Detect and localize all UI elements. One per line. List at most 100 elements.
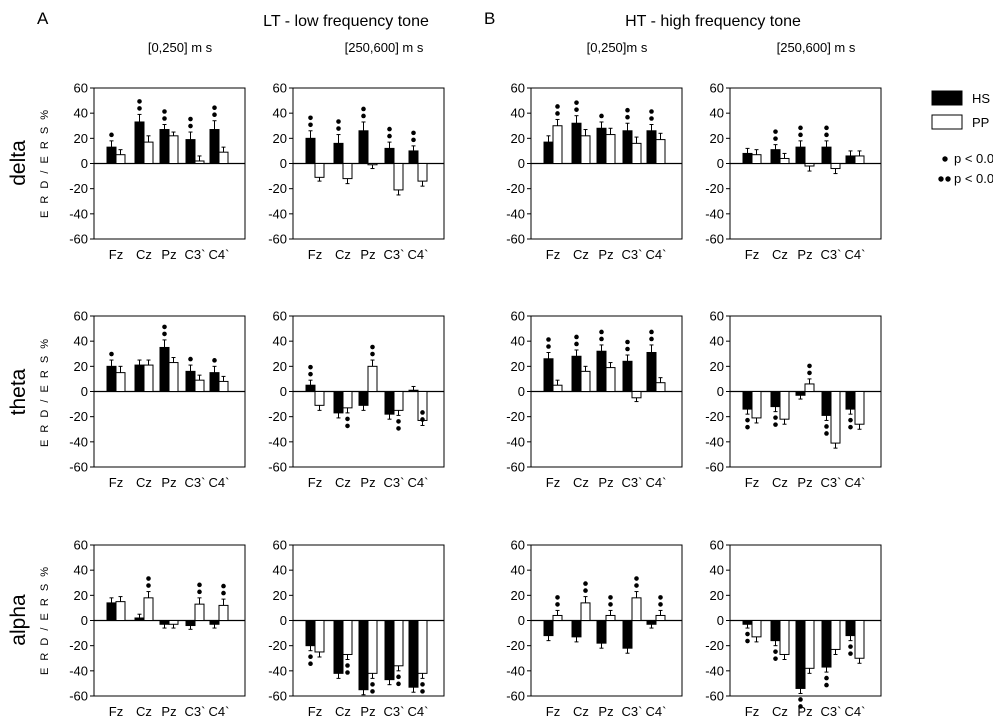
y-tick-label: 0: [280, 613, 287, 628]
bar-pp: [830, 391, 841, 444]
bar-hs: [646, 620, 657, 625]
significance-dot: [773, 129, 778, 134]
bar-pp: [393, 391, 404, 411]
bar-pp: [804, 383, 815, 393]
bar-hs: [159, 129, 170, 164]
panel-theta-lt-1: 60 40 20 0 -20 -40 -60 Fz Cz Pz C3` C4`: [268, 309, 445, 490]
bar-pp: [194, 379, 205, 392]
x-tick-label: Pz: [161, 247, 176, 262]
significance-dot: [420, 417, 425, 422]
bar-hs: [185, 620, 196, 627]
significance-dot: [745, 417, 750, 423]
y-tick-label: 20: [74, 359, 88, 374]
bar-pp: [804, 163, 815, 167]
bar-pp: [552, 125, 563, 164]
significance-dot: [599, 113, 604, 119]
bar-hs: [543, 620, 554, 637]
bar-hs: [358, 391, 369, 406]
significance-dot: [188, 116, 193, 122]
y-tick-label: -20: [268, 181, 287, 196]
bar-pp: [367, 365, 378, 393]
y-tick-label: 0: [81, 613, 88, 628]
significance-dot: [221, 583, 226, 589]
y-tick-label: -60: [506, 689, 525, 704]
panel-theta-ht-1: 60 40 20 0 -20 -40 -60 Fz Cz Pz C3` C4`: [705, 309, 882, 490]
bar-pp: [342, 163, 353, 180]
bar-pp: [393, 620, 404, 667]
x-tick-label: Cz: [573, 704, 589, 719]
significance-dot: [824, 675, 829, 681]
significance-dot: [411, 137, 416, 143]
x-tick-label: Pz: [360, 475, 375, 490]
x-tick-label: Pz: [161, 704, 176, 719]
significance-dot: [387, 126, 392, 132]
bar-hs: [384, 620, 395, 681]
bar-hs: [209, 372, 220, 392]
bar-hs: [134, 121, 145, 164]
bar-hs: [845, 391, 856, 410]
y-tick-label: 0: [518, 613, 525, 628]
bar-pp: [168, 135, 179, 164]
bar-hs: [384, 147, 395, 164]
y-tick-label: 0: [280, 384, 287, 399]
bar-hs: [596, 620, 607, 644]
x-tick-label: Fz: [546, 704, 560, 719]
y-tick-label: -20: [268, 409, 287, 424]
significance-dot: [773, 415, 778, 420]
bar-pp: [804, 620, 815, 669]
x-tick-label: C4`: [845, 475, 866, 490]
y-tick-label: 20: [511, 588, 525, 603]
x-tick-label: C4`: [845, 704, 866, 719]
y-tick-label: 0: [280, 156, 287, 171]
significance-dot: [308, 654, 313, 659]
significance-dot: [345, 423, 350, 429]
significance-dot: [387, 133, 392, 139]
significance-dot: [745, 638, 750, 644]
x-tick-label: Cz: [335, 475, 351, 490]
bar-pp: [314, 620, 325, 653]
bar-hs: [159, 620, 170, 625]
significance-dot: [599, 329, 604, 335]
y-tick-label: 60: [74, 81, 88, 96]
y-tick-label: -60: [506, 232, 525, 247]
y-tick-label: -40: [69, 663, 88, 678]
significance-dot: [137, 106, 142, 111]
bar-hs: [821, 391, 832, 416]
bar-pp: [168, 620, 179, 625]
significance-dot: [599, 336, 604, 342]
y-tick-label: -20: [506, 409, 525, 424]
significance-dot: [396, 681, 401, 687]
x-tick-label: Cz: [335, 247, 351, 262]
y-tick-label: -40: [506, 206, 525, 221]
bar-hs: [305, 384, 316, 393]
y-tick-label: -60: [705, 689, 724, 704]
significance-dot: [308, 364, 313, 370]
significance-dot: [608, 602, 613, 607]
significance-dot: [146, 576, 151, 581]
bar-pp: [854, 155, 865, 164]
bar-pp: [580, 370, 591, 393]
significance-dot: [345, 670, 350, 675]
bar-hs: [384, 391, 395, 415]
bar-pp: [115, 372, 126, 392]
y-tick-label: 40: [511, 563, 525, 578]
bar-hs: [742, 391, 753, 410]
bar-hs: [106, 146, 117, 164]
significance-dot: [212, 105, 217, 111]
significance-dot: [396, 674, 401, 680]
significance-dot: [420, 689, 425, 694]
x-tick-label: C4`: [209, 247, 230, 262]
y-tick-label: 40: [74, 334, 88, 349]
x-tick-label: Fz: [546, 475, 560, 490]
bar-hs: [770, 391, 781, 408]
legend-label-pp: PP: [972, 115, 989, 130]
bar-pp: [367, 163, 378, 166]
panel-delta-ht-1: 60 40 20 0 -20 -40 -60 Fz Cz Pz C3` C4`: [705, 81, 882, 262]
significance-dot: [798, 704, 803, 709]
y-tick-label: 0: [717, 156, 724, 171]
x-tick-label: Pz: [598, 704, 613, 719]
legend-swatch-pp: [931, 114, 963, 130]
legend-label-hs: HS: [972, 91, 990, 106]
bar-pp: [854, 391, 865, 425]
y-tick-label: 40: [74, 563, 88, 578]
